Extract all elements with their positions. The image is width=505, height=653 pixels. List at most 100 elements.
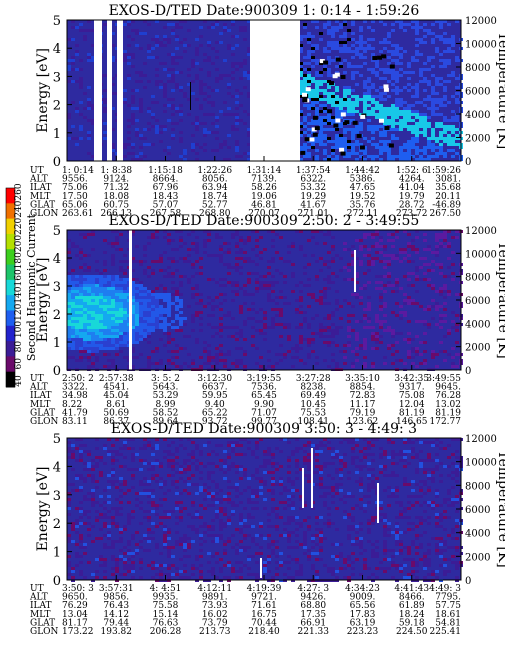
data-gap bbox=[94, 20, 102, 161]
y-tick-label: 3 bbox=[53, 280, 61, 295]
data-speck bbox=[323, 61, 328, 65]
data-speck bbox=[381, 54, 386, 58]
right-tick-label: 8000 bbox=[465, 63, 490, 74]
data-speck bbox=[336, 58, 341, 62]
table-cell: 223.23 bbox=[347, 627, 379, 637]
colorbar-tick-label: 160 bbox=[14, 269, 24, 286]
y-tick-label: 3 bbox=[53, 70, 61, 85]
data-speck bbox=[360, 115, 365, 119]
table-cell: 173.22 bbox=[62, 627, 94, 637]
right-tick-label: 0 bbox=[465, 366, 471, 377]
data-speck bbox=[384, 126, 389, 130]
right-tick-label: 6000 bbox=[465, 87, 490, 98]
table-cell: 221.33 bbox=[298, 627, 330, 637]
y-tick-label: 1 bbox=[53, 127, 61, 142]
right-tick-label: 10000 bbox=[465, 249, 497, 260]
data-speck bbox=[309, 138, 314, 142]
y-tick-label: 5 bbox=[53, 14, 61, 29]
table-cell: 224.50 bbox=[396, 627, 428, 637]
data-speck bbox=[340, 75, 345, 79]
y-tick-label: 4 bbox=[53, 252, 61, 267]
spectrogram-1 bbox=[67, 20, 463, 161]
right-tick-label: 2000 bbox=[465, 343, 490, 354]
data-gap bbox=[117, 20, 123, 161]
table-cell: 225.41 bbox=[430, 627, 462, 637]
right-tick-label: 8000 bbox=[465, 273, 490, 284]
data-streak bbox=[260, 558, 262, 578]
colorbar-tick-label: 200 bbox=[14, 235, 24, 252]
colorbar-tick-label: 120 bbox=[14, 303, 24, 320]
data-speck bbox=[384, 88, 389, 92]
row-label-glon: GLON bbox=[30, 417, 59, 427]
data-speck bbox=[341, 152, 346, 156]
right-tick-label: 4000 bbox=[465, 319, 490, 330]
y-axis-label: Energy [eV] bbox=[35, 467, 51, 552]
y-tick-label: 2 bbox=[53, 99, 61, 114]
chart-title: EXOS-D/TED Date:900309 3:50: 3 - 4:49: 3 bbox=[111, 421, 417, 437]
right-tick-label: 0 bbox=[465, 576, 471, 587]
data-speck bbox=[313, 116, 318, 120]
right-tick-label: 12000 bbox=[465, 434, 497, 445]
y-tick-label: 1 bbox=[53, 546, 61, 561]
data-speck bbox=[306, 87, 311, 91]
data-streak bbox=[302, 468, 304, 508]
right-tick-label: 2000 bbox=[465, 134, 490, 145]
colorbar-tick-label: 140 bbox=[14, 286, 24, 303]
right-axis-label: Temperature [K] bbox=[495, 241, 505, 359]
data-speck bbox=[315, 126, 320, 130]
data-streak bbox=[377, 483, 379, 523]
right-tick-label: 10000 bbox=[465, 458, 497, 469]
y-tick-label: 0 bbox=[53, 364, 61, 379]
data-speck bbox=[302, 93, 307, 97]
y-tick-label: 1 bbox=[53, 336, 61, 351]
data-speck bbox=[341, 112, 346, 116]
right-tick-label: 6000 bbox=[465, 505, 490, 516]
y-axis-label: Energy [eV] bbox=[35, 48, 51, 133]
data-streak bbox=[354, 250, 356, 292]
y-tick-label: 0 bbox=[53, 574, 61, 589]
y-tick-label: 5 bbox=[53, 224, 61, 239]
data-speck bbox=[302, 98, 307, 102]
right-tick-label: 2000 bbox=[465, 552, 490, 563]
y-tick-label: 2 bbox=[53, 308, 61, 323]
right-tick-label: 6000 bbox=[465, 296, 490, 307]
right-tick-label: 8000 bbox=[465, 481, 490, 492]
data-speck bbox=[344, 120, 349, 124]
data-speck bbox=[333, 74, 338, 78]
spectrogram-3 bbox=[67, 438, 463, 582]
right-tick-label: 12000 bbox=[465, 226, 497, 237]
data-speck bbox=[372, 56, 377, 60]
y-tick-label: 3 bbox=[53, 489, 61, 504]
data-gap bbox=[129, 230, 132, 370]
data-streak bbox=[311, 448, 313, 508]
right-tick-label: 10000 bbox=[465, 40, 497, 51]
y-tick-label: 4 bbox=[53, 460, 61, 475]
colorbar-tick-label: 180 bbox=[14, 252, 24, 269]
y-tick-label: 4 bbox=[53, 42, 61, 57]
table-cell: 172.77 bbox=[430, 417, 462, 427]
data-streak bbox=[190, 82, 191, 110]
colorbar-tick-label: 80 bbox=[14, 341, 24, 353]
data-speck bbox=[327, 109, 332, 113]
colorbar-tick-label: 240 bbox=[14, 200, 24, 217]
right-axis-label: Temperature [K] bbox=[495, 450, 505, 568]
colorbar-tick-label: 40 bbox=[14, 375, 24, 387]
y-tick-label: 2 bbox=[53, 517, 61, 532]
table-cell: 267.50 bbox=[430, 209, 462, 219]
data-speck bbox=[390, 65, 395, 69]
right-tick-label: 4000 bbox=[465, 110, 490, 121]
table-cell: 218.40 bbox=[248, 627, 280, 637]
data-speck bbox=[329, 81, 334, 85]
right-tick-label: 0 bbox=[465, 157, 471, 168]
right-tick-label: 4000 bbox=[465, 529, 490, 540]
data-speck bbox=[333, 124, 338, 128]
chart-title: EXOS-D/TED Date:900309 2:50: 2 - 3:49:55 bbox=[109, 213, 420, 229]
data-speck bbox=[389, 144, 394, 148]
table-cell: 263.61 bbox=[62, 209, 94, 219]
table-cell: 193.82 bbox=[101, 627, 133, 637]
data-speck bbox=[360, 145, 365, 149]
right-tick-label: 12000 bbox=[465, 16, 497, 27]
data-gap bbox=[250, 20, 300, 161]
colorbar-tick-label: 100 bbox=[14, 321, 24, 338]
